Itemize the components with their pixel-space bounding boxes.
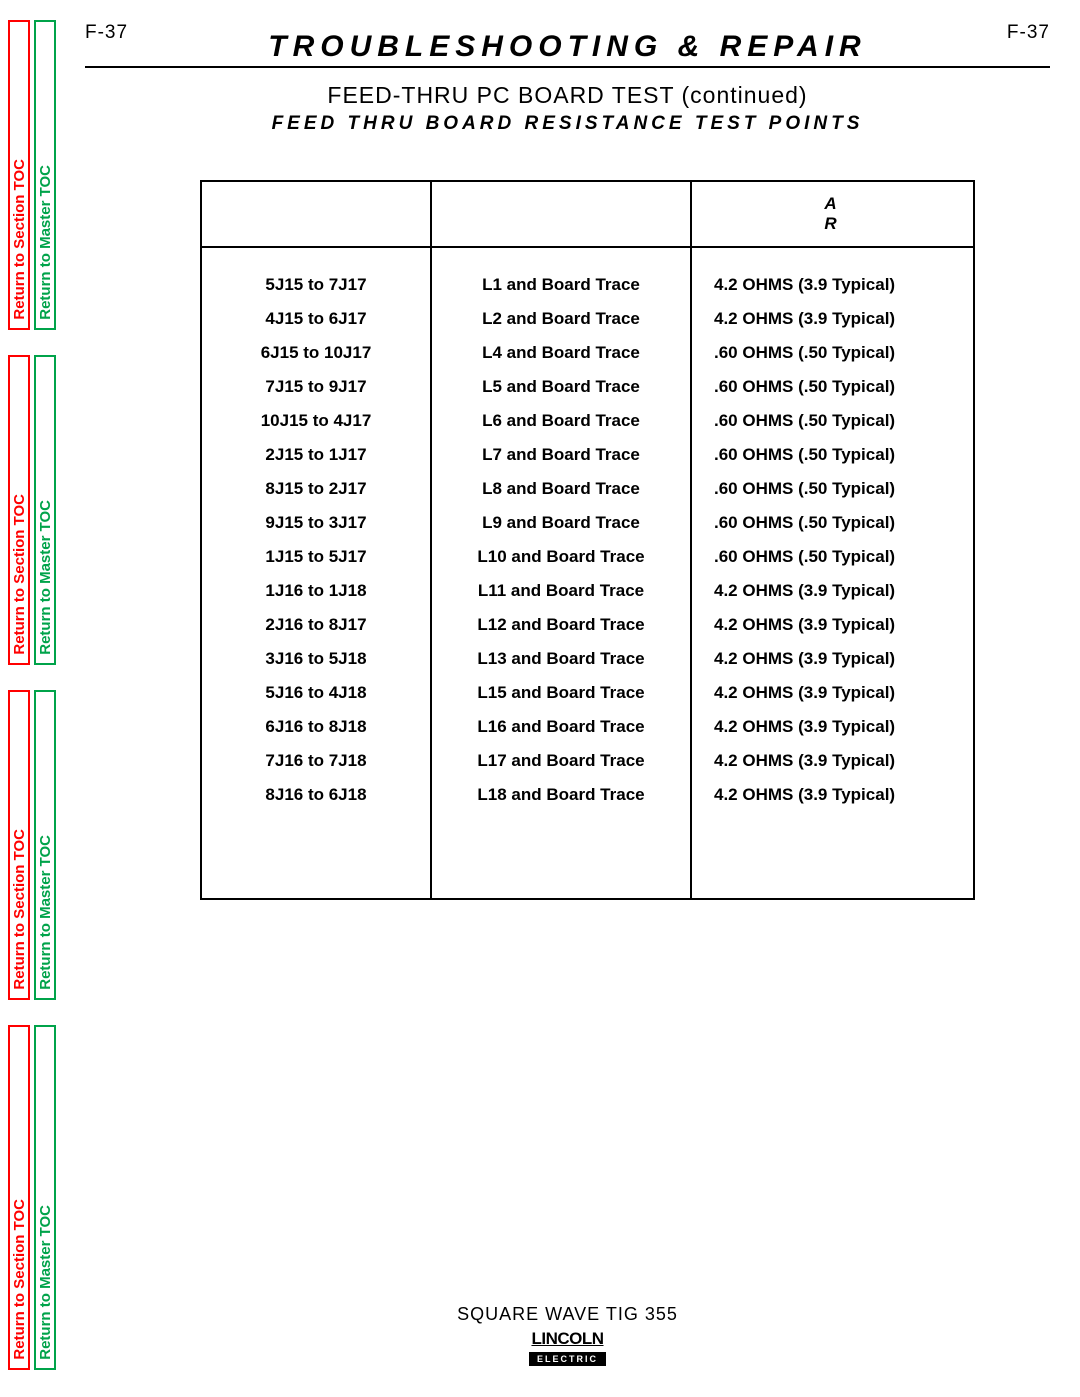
master-toc-label: Return to Master TOC (37, 835, 54, 990)
table-cell: .60 OHMS (.50 Typical) (714, 438, 973, 472)
table-cell: L8 and Board Trace (432, 472, 690, 506)
table-cell: 10J15 to 4J17 (202, 404, 430, 438)
section-toc-label: Return to Section TOC (11, 159, 28, 320)
table-cell: 4.2 OHMS (3.9 Typical) (714, 778, 973, 812)
table-cell: L4 and Board Trace (432, 336, 690, 370)
sub-title: FEED THRU BOARD RESISTANCE TEST POINTS (85, 113, 1050, 135)
table-cell: L15 and Board Trace (432, 676, 690, 710)
table-cell: 4.2 OHMS (3.9 Typical) (714, 710, 973, 744)
table-cell: L9 and Board Trace (432, 506, 690, 540)
table-cell: .60 OHMS (.50 Typical) (714, 370, 973, 404)
table-cell: L18 and Board Trace (432, 778, 690, 812)
table-cell: L11 and Board Trace (432, 574, 690, 608)
column-resistance: 4.2 OHMS (3.9 Typical)4.2 OHMS (3.9 Typi… (692, 248, 973, 898)
return-to-master-toc-tab[interactable]: Return to Master TOC (34, 1025, 56, 1370)
return-to-section-toc-tab[interactable]: Return to Section TOC (8, 690, 30, 1000)
table-cell: 9J15 to 3J17 (202, 506, 430, 540)
table-cell: L7 and Board Trace (432, 438, 690, 472)
th-line2: R (824, 214, 840, 234)
table-cell: .60 OHMS (.50 Typical) (714, 472, 973, 506)
section-toc-label: Return to Section TOC (11, 494, 28, 655)
table-cell: L5 and Board Trace (432, 370, 690, 404)
table-cell: 8J15 to 2J17 (202, 472, 430, 506)
table-cell: .60 OHMS (.50 Typical) (714, 506, 973, 540)
master-toc-label: Return to Master TOC (37, 165, 54, 320)
page: Return to Section TOC Return to Master TO… (0, 0, 1080, 1397)
master-toc-label: Return to Master TOC (37, 500, 54, 655)
resistance-table: A R 5J15 to 7J174J15 to 6J176J15 to 10J1… (200, 180, 975, 900)
column-test-points: 5J15 to 7J174J15 to 6J176J15 to 10J177J1… (202, 248, 432, 898)
th-test-points (202, 182, 432, 246)
table-cell: 4.2 OHMS (3.9 Typical) (714, 642, 973, 676)
table-cell: L2 and Board Trace (432, 302, 690, 336)
table-cell: 4.2 OHMS (3.9 Typical) (714, 676, 973, 710)
table-cell: L1 and Board Trace (432, 268, 690, 302)
table-cell: 2J15 to 1J17 (202, 438, 430, 472)
table-cell: 3J16 to 5J18 (202, 642, 430, 676)
table-cell: 4.2 OHMS (3.9 Typical) (714, 574, 973, 608)
table-cell: L13 and Board Trace (432, 642, 690, 676)
table-cell: 7J15 to 9J17 (202, 370, 430, 404)
section-toc-label: Return to Section TOC (11, 829, 28, 990)
table-cell: 4.2 OHMS (3.9 Typical) (714, 302, 973, 336)
return-to-master-toc-tab[interactable]: Return to Master TOC (34, 20, 56, 330)
table-cell: 8J16 to 6J18 (202, 778, 430, 812)
table-cell: L6 and Board Trace (432, 404, 690, 438)
table-cell: 1J15 to 5J17 (202, 540, 430, 574)
table-cell: 5J16 to 4J18 (202, 676, 430, 710)
header-rule (85, 66, 1050, 68)
page-footer: SQUARE WAVE TIG 355 LINCOLN ELECTRIC (85, 1304, 1050, 1367)
column-component: L1 and Board TraceL2 and Board TraceL4 a… (432, 248, 692, 898)
table-cell: 4J15 to 6J17 (202, 302, 430, 336)
return-to-section-toc-tab[interactable]: Return to Section TOC (8, 1025, 30, 1370)
logo-bottom: ELECTRIC (529, 1352, 606, 1366)
table-cell: 2J16 to 8J17 (202, 608, 430, 642)
product-name: SQUARE WAVE TIG 355 (85, 1304, 1050, 1325)
table-cell: L12 and Board Trace (432, 608, 690, 642)
th-resistance: A R (692, 182, 973, 246)
th-line1: A (824, 194, 840, 214)
table-cell: 4.2 OHMS (3.9 Typical) (714, 744, 973, 778)
table-cell: 6J16 to 8J18 (202, 710, 430, 744)
section-toc-label: Return to Section TOC (11, 1199, 28, 1360)
table-body: 5J15 to 7J174J15 to 6J176J15 to 10J177J1… (202, 248, 973, 898)
return-to-master-toc-tab[interactable]: Return to Master TOC (34, 355, 56, 665)
brand-logo: LINCOLN ELECTRIC (513, 1329, 623, 1367)
return-to-section-toc-tab[interactable]: Return to Section TOC (8, 20, 30, 330)
chapter-title: TROUBLESHOOTING & REPAIR (85, 30, 1050, 64)
table-cell: .60 OHMS (.50 Typical) (714, 404, 973, 438)
return-to-section-toc-tab[interactable]: Return to Section TOC (8, 355, 30, 665)
return-to-master-toc-tab[interactable]: Return to Master TOC (34, 690, 56, 1000)
table-cell: .60 OHMS (.50 Typical) (714, 336, 973, 370)
th-component (432, 182, 692, 246)
table-cell: .60 OHMS (.50 Typical) (714, 540, 973, 574)
section-title: FEED-THRU PC BOARD TEST (continued) (85, 82, 1050, 109)
table-cell: 4.2 OHMS (3.9 Typical) (714, 608, 973, 642)
logo-top: LINCOLN (513, 1329, 623, 1349)
table-cell: 4.2 OHMS (3.9 Typical) (714, 268, 973, 302)
table-cell: 5J15 to 7J17 (202, 268, 430, 302)
table-cell: 1J16 to 1J18 (202, 574, 430, 608)
table-cell: 7J16 to 7J18 (202, 744, 430, 778)
master-toc-label: Return to Master TOC (37, 1205, 54, 1360)
table-cell: L10 and Board Trace (432, 540, 690, 574)
table-cell: L17 and Board Trace (432, 744, 690, 778)
table-header: A R (202, 182, 973, 248)
table-cell: L16 and Board Trace (432, 710, 690, 744)
table-cell: 6J15 to 10J17 (202, 336, 430, 370)
